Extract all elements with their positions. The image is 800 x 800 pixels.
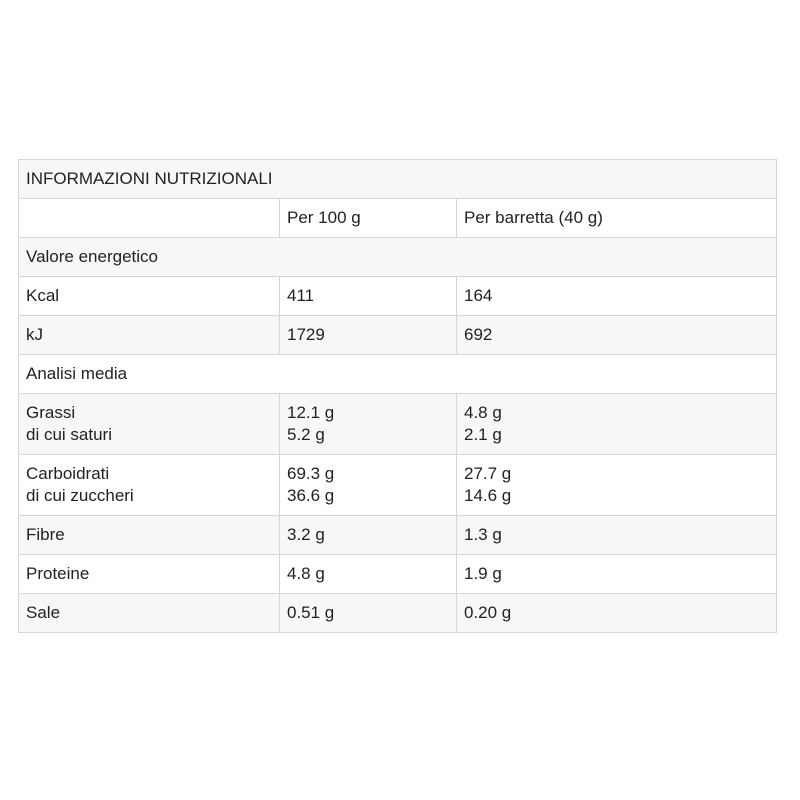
cell-line: 5.2 g bbox=[287, 425, 325, 444]
cell-line: Carboidrati bbox=[26, 464, 110, 483]
row-label: Kcal bbox=[18, 276, 280, 316]
cell-line: Proteine bbox=[26, 564, 90, 583]
value-cell: 411 bbox=[279, 276, 457, 316]
cell-line: Kcal bbox=[26, 286, 60, 305]
value-cell: 12.1 g 5.2 g bbox=[279, 393, 457, 455]
data-row: Grassi di cui saturi 12.1 g 5.2 g 4.8 g 2.1 g bbox=[18, 393, 777, 455]
cell-line: 69.3 g bbox=[287, 464, 335, 483]
cell-line: 164 bbox=[464, 286, 493, 305]
cell-line: kJ bbox=[26, 325, 43, 344]
title-row: INFORMAZIONI NUTRIZIONALI bbox=[18, 159, 777, 199]
row-label: Carboidrati di cui zuccheri bbox=[18, 454, 280, 516]
cell-line: Sale bbox=[26, 603, 61, 622]
cell-line: 12.1 g bbox=[287, 403, 335, 422]
section-row: Analisi media bbox=[18, 354, 777, 394]
column-header: Per barretta (40 g) bbox=[456, 198, 777, 238]
table-body: INFORMAZIONI NUTRIZIONALI Per 100 g Per … bbox=[18, 159, 777, 633]
data-row: Carboidrati di cui zuccheri 69.3 g 36.6 g 27… bbox=[18, 454, 777, 516]
header-cell bbox=[18, 198, 280, 238]
value-cell: 27.7 g 14.6 g bbox=[456, 454, 777, 516]
value-cell: 1729 bbox=[279, 315, 457, 355]
cell-line: 1.3 g bbox=[464, 525, 502, 544]
data-row: Proteine 4.8 g 1.9 g bbox=[18, 554, 777, 594]
value-cell: 1.9 g bbox=[456, 554, 777, 594]
cell-line: 4.8 g bbox=[464, 403, 502, 422]
value-cell: 4.8 g 2.1 g bbox=[456, 393, 777, 455]
value-cell: 0.51 g bbox=[279, 593, 457, 633]
value-cell: 3.2 g bbox=[279, 515, 457, 555]
data-row: kJ 1729 692 bbox=[18, 315, 777, 355]
cell-line: 0.20 g bbox=[464, 603, 512, 622]
value-cell: 1.3 g bbox=[456, 515, 777, 555]
cell-line: Grassi bbox=[26, 403, 76, 422]
row-label: kJ bbox=[18, 315, 280, 355]
header-row: Per 100 g Per barretta (40 g) bbox=[18, 198, 777, 238]
cell-line: 1.9 g bbox=[464, 564, 502, 583]
cell-line: 14.6 g bbox=[464, 486, 512, 505]
cell-line: 411 bbox=[287, 286, 315, 305]
column-header: Per 100 g bbox=[279, 198, 457, 238]
cell-line: 4.8 g bbox=[287, 564, 325, 583]
row-label: Sale bbox=[18, 593, 280, 633]
value-cell: 4.8 g bbox=[279, 554, 457, 594]
value-cell: 692 bbox=[456, 315, 777, 355]
row-label: Valore energetico bbox=[18, 237, 777, 277]
data-row: Sale 0.51 g 0.20 g bbox=[18, 593, 777, 633]
row-label: Grassi di cui saturi bbox=[18, 393, 280, 455]
cell-line: 692 bbox=[464, 325, 493, 344]
table-title: INFORMAZIONI NUTRIZIONALI bbox=[18, 159, 777, 199]
cell-line: 1729 bbox=[287, 325, 325, 344]
cell-line: di cui saturi bbox=[26, 425, 112, 444]
cell-line: Fibre bbox=[26, 525, 65, 544]
cell-line: Valore energetico bbox=[26, 247, 158, 266]
value-cell: 69.3 g 36.6 g bbox=[279, 454, 457, 516]
nutrition-table: INFORMAZIONI NUTRIZIONALI Per 100 g Per … bbox=[18, 159, 777, 633]
row-label: Analisi media bbox=[18, 354, 777, 394]
cell-line: 3.2 g bbox=[287, 525, 325, 544]
value-cell: 164 bbox=[456, 276, 777, 316]
cell-line: 2.1 g bbox=[464, 425, 502, 444]
value-cell: 0.20 g bbox=[456, 593, 777, 633]
row-label: Fibre bbox=[18, 515, 280, 555]
cell-line: Analisi media bbox=[26, 364, 128, 383]
data-row: Kcal 411 164 bbox=[18, 276, 777, 316]
cell-line: 0.51 g bbox=[287, 603, 335, 622]
row-label: Proteine bbox=[18, 554, 280, 594]
cell-line: 36.6 g bbox=[287, 486, 335, 505]
data-row: Fibre 3.2 g 1.3 g bbox=[18, 515, 777, 555]
cell-line: di cui zuccheri bbox=[26, 486, 134, 505]
section-row: Valore energetico bbox=[18, 237, 777, 277]
cell-line: 27.7 g bbox=[464, 464, 512, 483]
